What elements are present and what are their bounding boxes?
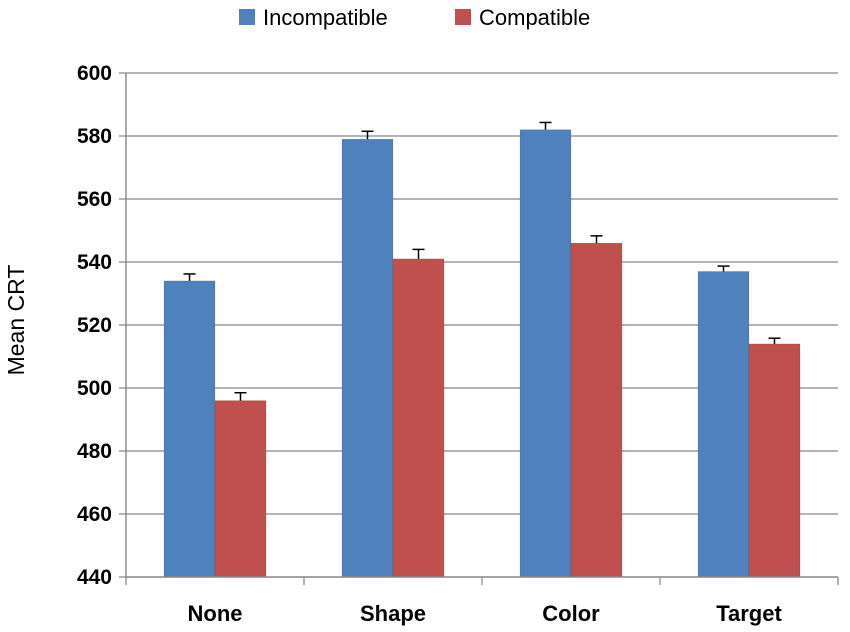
y-tick-labels: 440 460 480 500 520 540 560 580 600 xyxy=(77,62,112,589)
y-tick-label: 540 xyxy=(77,251,112,274)
y-tick-label: 580 xyxy=(77,125,112,148)
legend-swatch-incompatible xyxy=(239,9,255,25)
bars xyxy=(163,121,801,578)
x-category-label: Shape xyxy=(360,601,426,626)
axes xyxy=(119,72,839,585)
bar-compatible-color xyxy=(570,242,623,578)
legend-swatch-compatible xyxy=(455,9,471,25)
y-tick-label: 500 xyxy=(77,377,112,400)
y-tick-label: 600 xyxy=(77,62,112,85)
x-category-labels: None Shape Color Target xyxy=(188,601,783,626)
bar-incompatible-color xyxy=(519,129,572,578)
bar-incompatible-target xyxy=(697,271,750,578)
y-tick-label: 560 xyxy=(77,188,112,211)
bar-incompatible-shape xyxy=(341,138,394,578)
legend-label-compatible: Compatible xyxy=(479,5,590,30)
legend-label-incompatible: Incompatible xyxy=(263,5,388,30)
x-category-label: Target xyxy=(716,601,782,626)
bar-compatible-none xyxy=(214,400,267,578)
bar-compatible-shape xyxy=(392,258,445,578)
bar-compatible-target xyxy=(748,343,801,578)
y-tick-label: 440 xyxy=(77,566,112,589)
y-tick-label: 460 xyxy=(77,503,112,526)
y-tick-label: 480 xyxy=(77,440,112,463)
bar-incompatible-none xyxy=(163,280,216,578)
x-category-label: None xyxy=(188,601,243,626)
y-axis-title: Mean CRT xyxy=(3,265,29,376)
legend: Incompatible Compatible xyxy=(239,5,590,30)
x-category-label: Color xyxy=(542,601,600,626)
y-tick-label: 520 xyxy=(77,314,112,337)
